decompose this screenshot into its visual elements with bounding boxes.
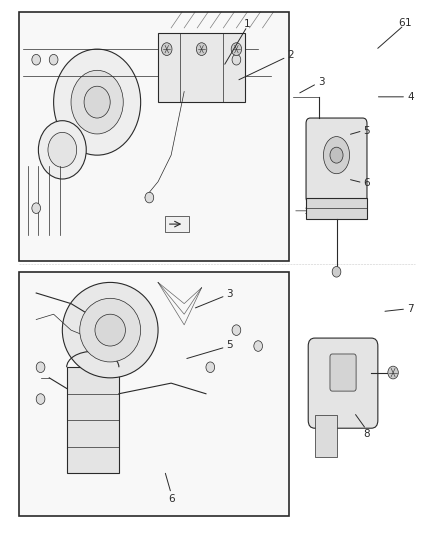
Text: 6: 6 — [168, 494, 174, 504]
Text: 6: 6 — [399, 18, 405, 28]
Text: 4: 4 — [407, 92, 414, 102]
Bar — [19, 272, 289, 516]
Circle shape — [39, 120, 86, 179]
Text: 5: 5 — [364, 126, 370, 136]
Circle shape — [32, 203, 41, 214]
Text: 1: 1 — [405, 18, 412, 28]
Text: 6: 6 — [364, 177, 370, 188]
Circle shape — [84, 86, 110, 118]
Circle shape — [32, 54, 41, 65]
Circle shape — [196, 43, 207, 55]
Circle shape — [232, 54, 241, 65]
Bar — [315, 415, 336, 457]
Text: 1: 1 — [244, 19, 251, 29]
FancyBboxPatch shape — [308, 338, 378, 428]
Bar — [306, 198, 367, 219]
Circle shape — [388, 366, 398, 379]
Text: 2: 2 — [287, 51, 294, 60]
Circle shape — [145, 192, 154, 203]
Circle shape — [254, 341, 262, 351]
Bar — [67, 367, 119, 473]
Text: 5: 5 — [226, 340, 233, 350]
Text: 7: 7 — [407, 304, 414, 314]
Circle shape — [162, 43, 172, 55]
Circle shape — [231, 43, 242, 55]
Circle shape — [49, 54, 58, 65]
Text: 8: 8 — [364, 429, 370, 439]
Circle shape — [48, 132, 77, 167]
Bar — [165, 216, 188, 232]
Circle shape — [53, 49, 141, 155]
Circle shape — [206, 362, 215, 373]
Text: 3: 3 — [318, 77, 325, 87]
Circle shape — [232, 325, 241, 335]
Text: 3: 3 — [226, 289, 233, 299]
Ellipse shape — [80, 298, 141, 362]
Circle shape — [332, 266, 341, 277]
FancyBboxPatch shape — [306, 118, 367, 203]
Bar — [158, 33, 245, 102]
Circle shape — [36, 394, 45, 405]
Ellipse shape — [62, 282, 158, 378]
Circle shape — [36, 362, 45, 373]
Bar — [19, 12, 289, 261]
Circle shape — [330, 147, 343, 163]
Circle shape — [71, 70, 123, 134]
Ellipse shape — [95, 314, 125, 346]
Ellipse shape — [323, 136, 350, 174]
FancyBboxPatch shape — [330, 354, 356, 391]
